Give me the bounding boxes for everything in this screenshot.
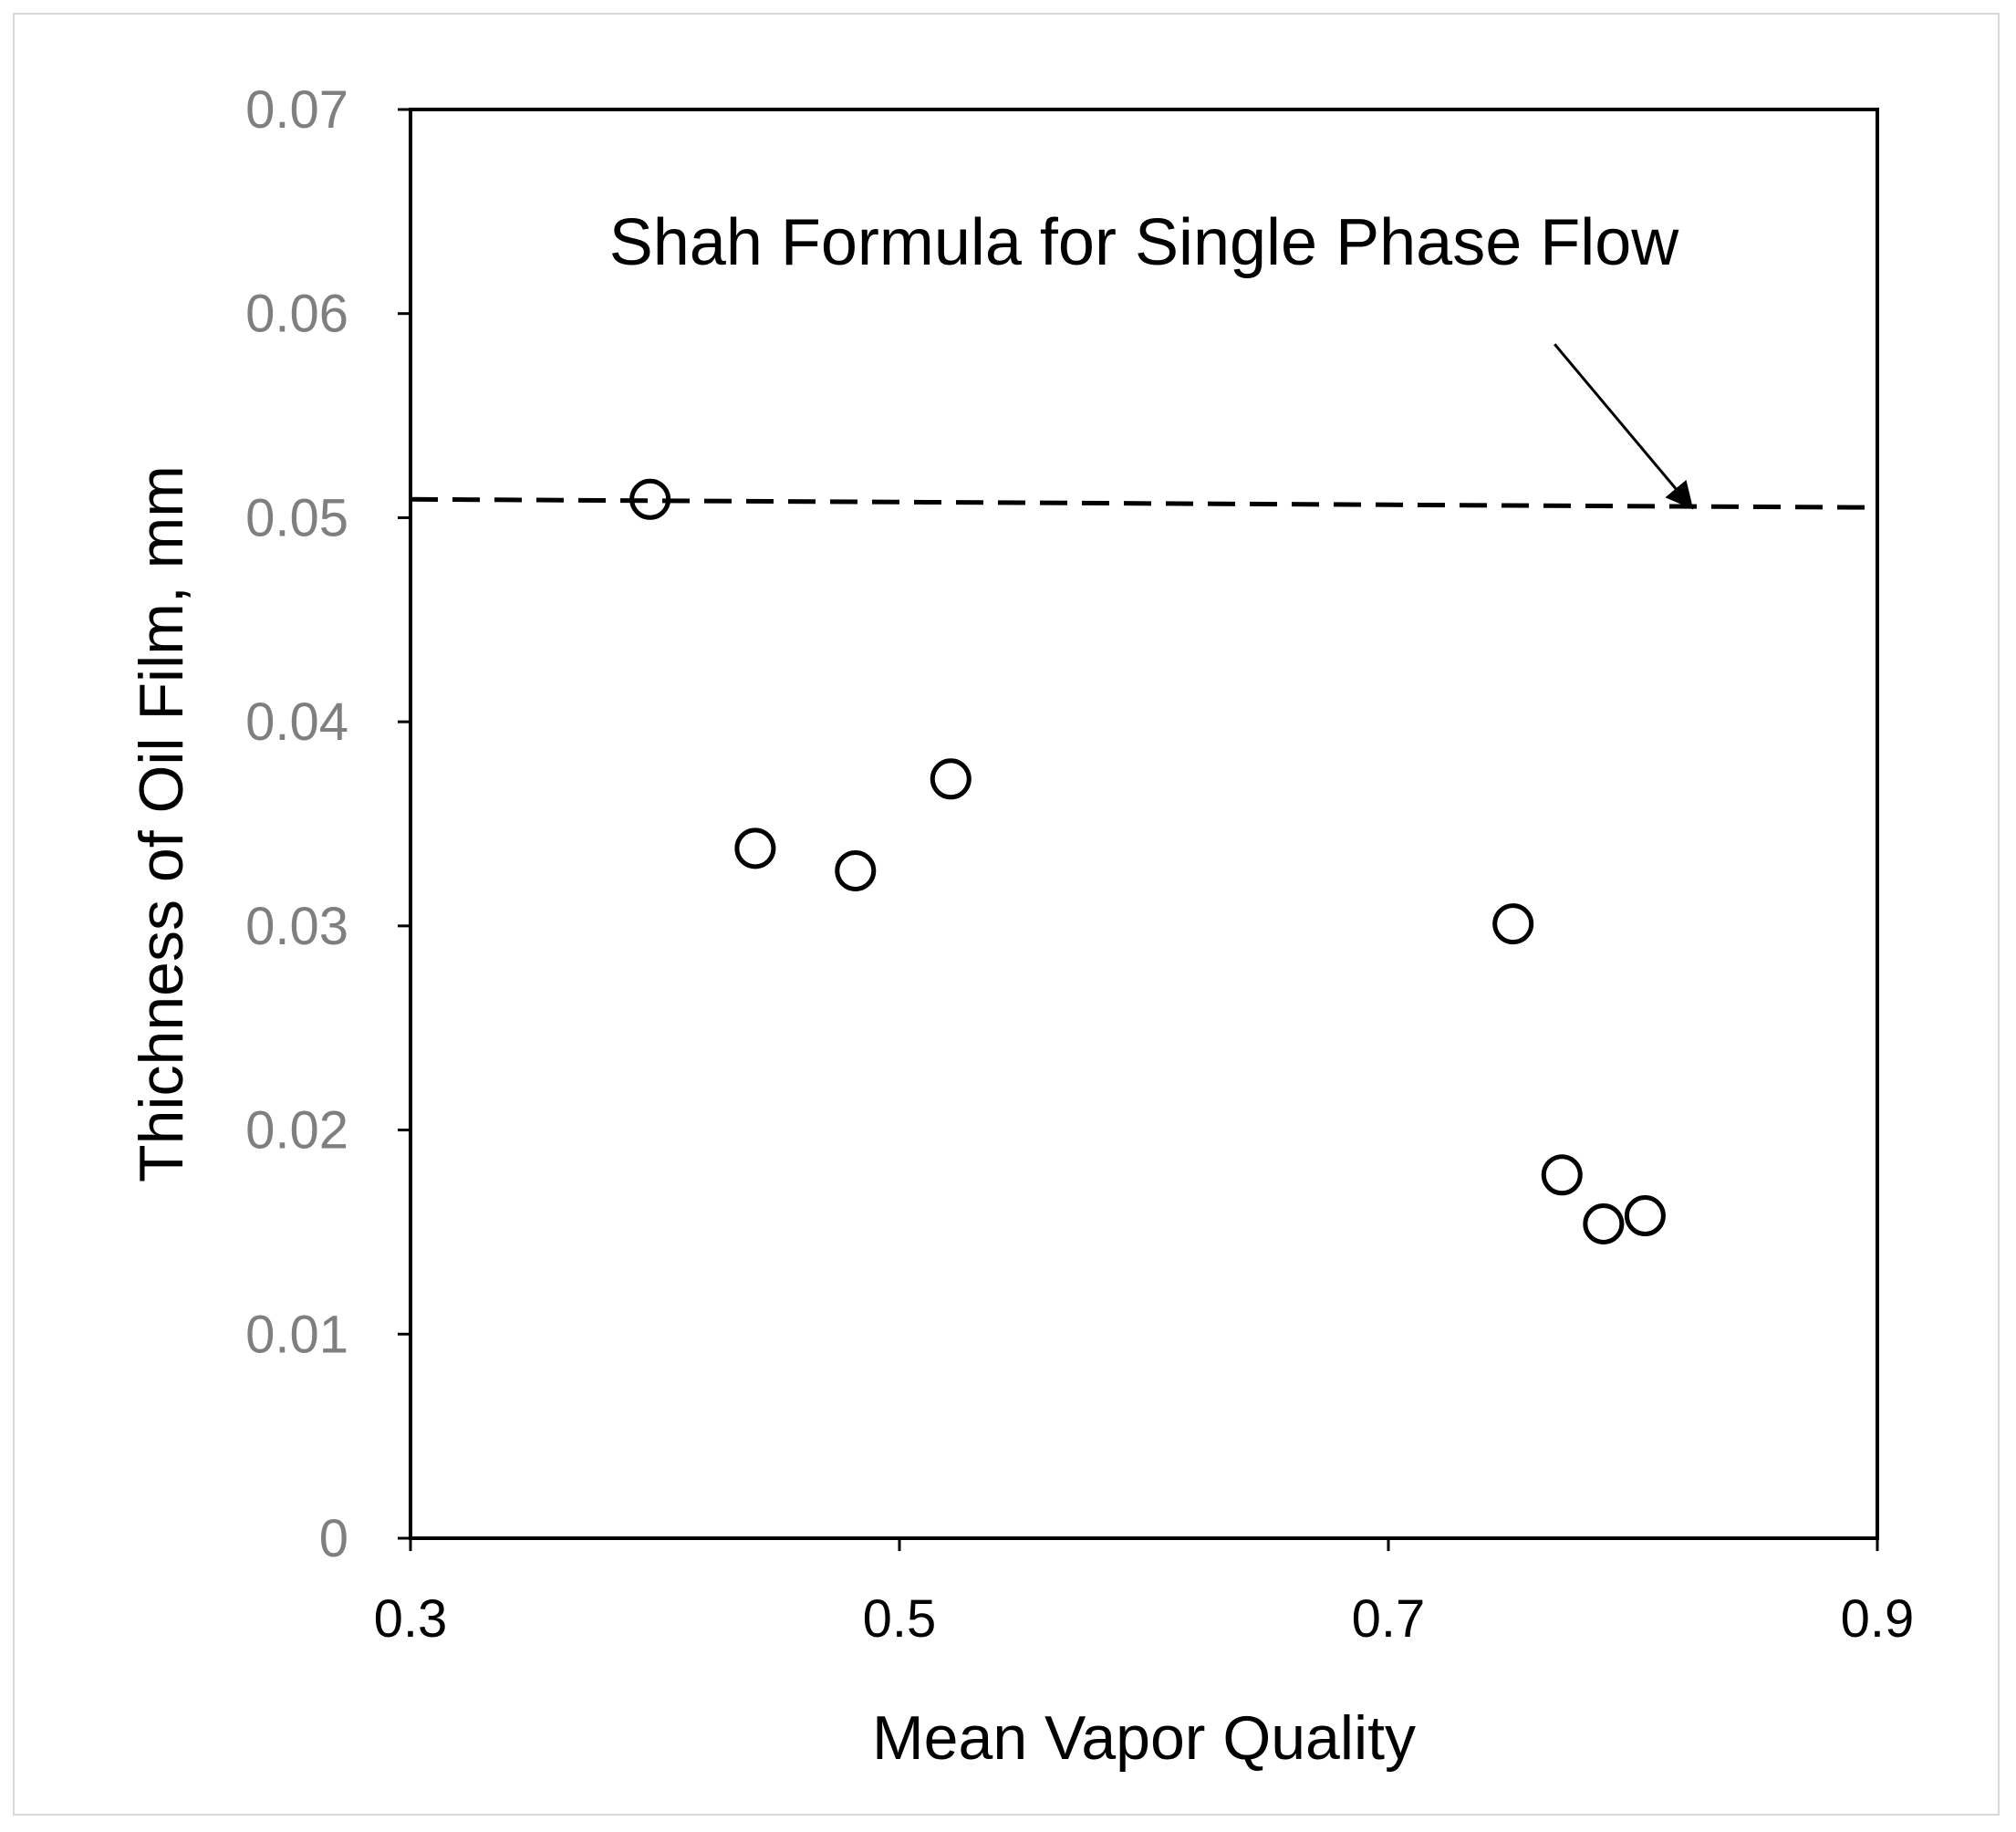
x-tick-label: 0.5 [863, 1589, 937, 1649]
data-point [734, 828, 776, 869]
data-points [629, 478, 1666, 1244]
y-tick-label: 0 [319, 1509, 348, 1568]
y-tick-label: 0.04 [245, 692, 348, 752]
data-point [1583, 1202, 1625, 1244]
y-tick-label: 0.05 [245, 488, 348, 547]
annotation-arrow [1554, 343, 1694, 510]
y-tick-label: 0.06 [245, 285, 348, 344]
data-point [1624, 1195, 1666, 1237]
y-tick-label: 0.03 [245, 897, 348, 956]
x-axis-ticks: 0.3 0.5 0.7 0.9 [374, 1538, 1915, 1649]
annotation-group: Shah Formula for Single Phase Flow [609, 206, 1694, 510]
data-point [1541, 1154, 1583, 1196]
plot-area-border [409, 108, 1879, 1540]
figure-frame [13, 13, 2000, 1816]
x-axis-label: Mean Vapor Quality [872, 1703, 1416, 1773]
annotation-text: Shah Formula for Single Phase Flow [609, 206, 1680, 279]
x-tick-label: 0.7 [1352, 1589, 1426, 1649]
data-point [629, 478, 671, 520]
data-point [930, 758, 972, 800]
y-axis-ticks: 0 0.01 0.02 0.03 0.04 0.05 0.06 0.07 [245, 80, 410, 1568]
data-point [1492, 903, 1534, 945]
y-tick-label: 0.02 [245, 1101, 348, 1161]
shah-reference-line [410, 496, 1878, 510]
reference-line-group [410, 496, 1878, 510]
y-tick-label: 0.01 [245, 1305, 348, 1364]
y-tick-label: 0.07 [245, 80, 348, 140]
x-tick-label: 0.3 [374, 1589, 448, 1649]
x-tick-label: 0.9 [1841, 1589, 1915, 1649]
data-point [835, 849, 877, 891]
y-axis-label: Thichness of Oil Film, mm [127, 465, 196, 1182]
